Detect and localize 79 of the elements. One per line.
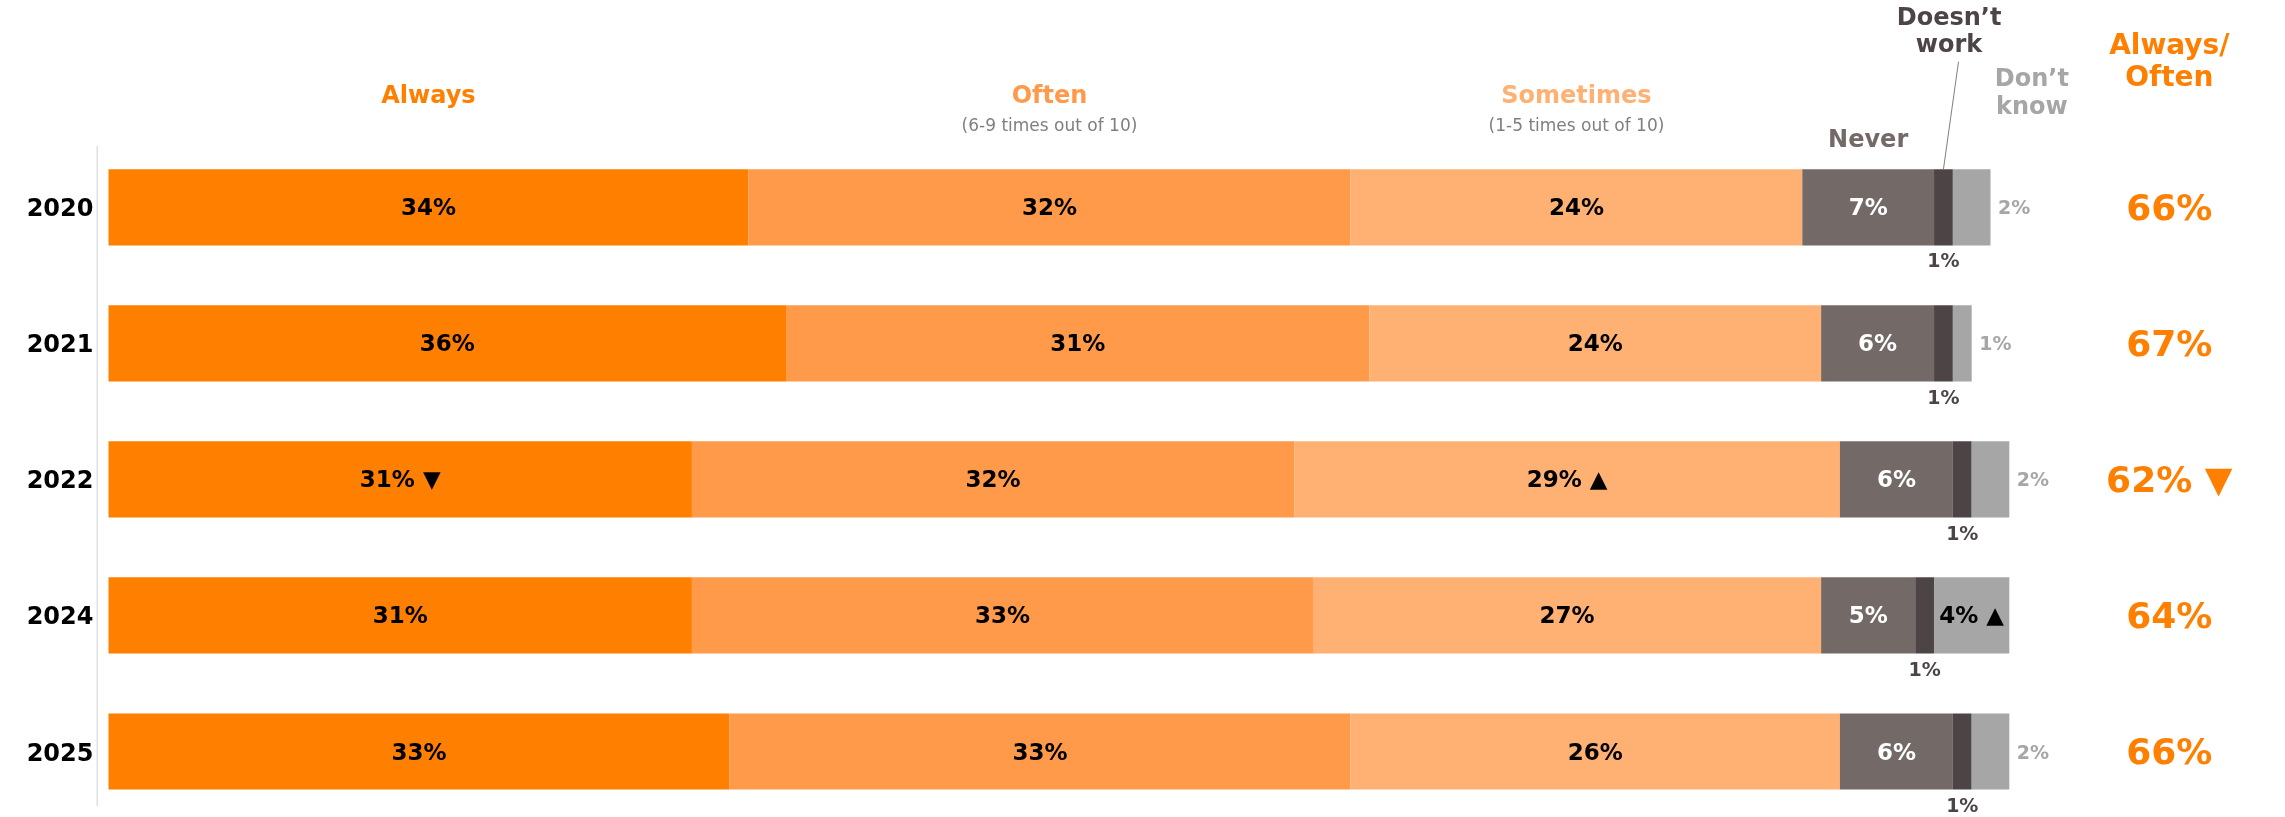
data-label: 5% <box>1848 602 1888 629</box>
text: 62% ▼ <box>2106 458 2233 500</box>
data-label: 31% <box>1050 330 1106 357</box>
y-tick-label: 2022 <box>26 466 94 495</box>
y-tick-label: 2021 <box>26 330 94 359</box>
data-label: 36% <box>419 330 475 357</box>
data-label: 1% <box>1979 332 2012 355</box>
text: Don’t know <box>1994 64 2069 120</box>
bar <box>108 441 692 518</box>
data-label: 32% <box>1021 194 1078 221</box>
bar <box>108 305 787 382</box>
bar <box>1294 441 1840 518</box>
bar <box>1915 577 1935 654</box>
data-label: 27% <box>1539 602 1595 629</box>
data-label: 31% ▼ <box>359 466 441 493</box>
bar <box>1934 169 1953 246</box>
bar <box>1971 713 2010 790</box>
data-label: 33% <box>1012 738 1068 765</box>
data-label: 1% <box>1908 657 1941 680</box>
text: Doesn’t work <box>1896 3 2002 59</box>
bar <box>1839 713 1953 790</box>
series-label: Never <box>1828 124 1909 153</box>
text: 66% <box>2126 731 2213 773</box>
data-label: 7% <box>1848 194 1888 221</box>
data-label: 6% <box>1876 738 1916 765</box>
data-label: 26% <box>1567 738 1623 765</box>
text: 64% <box>2126 594 2213 636</box>
bar <box>1952 441 1972 518</box>
bar <box>691 441 1295 518</box>
data-label: 2% <box>2016 468 2050 491</box>
text: (1-5 times out of 10) <box>1488 114 1665 135</box>
data-label: 6% <box>1876 466 1916 493</box>
bar <box>1934 577 2010 654</box>
data-label: 1% <box>1946 521 1979 544</box>
data-label: 33% <box>391 738 447 765</box>
data-label: 31% <box>372 602 428 629</box>
bar <box>1839 441 1953 518</box>
data-label: 29% ▲ <box>1526 466 1608 493</box>
data-label: 24% <box>1548 194 1604 221</box>
y-tick-label: 2025 <box>26 738 94 767</box>
text: Always <box>381 81 476 110</box>
text: Sometimes <box>1501 81 1652 110</box>
bar <box>1802 169 1935 246</box>
text: Always/ Often <box>2109 27 2231 94</box>
bar <box>691 577 1313 654</box>
data-label: 1% <box>1927 249 1960 272</box>
data-label: 2% <box>1998 196 2031 219</box>
bar <box>1369 305 1822 382</box>
y-tick-label: 2024 <box>26 602 94 631</box>
bar <box>108 713 730 790</box>
bar <box>108 169 749 246</box>
data-label: 4% ▲ <box>1939 602 2005 629</box>
bar <box>786 305 1370 382</box>
data-label: 33% <box>974 602 1030 629</box>
bar <box>1312 577 1822 654</box>
text: Often <box>1011 81 1088 110</box>
text: 67% <box>2126 322 2213 364</box>
bar <box>1971 441 2010 518</box>
bar <box>1821 305 1935 382</box>
text: (6-9 times out of 10) <box>961 114 1138 135</box>
data-label: 34% <box>400 194 456 221</box>
data-label: 1% <box>1946 793 1979 816</box>
data-label: 1% <box>1927 385 1960 408</box>
data-label: 6% <box>1858 330 1898 357</box>
bar <box>1350 169 1803 246</box>
data-label: 24% <box>1567 330 1623 357</box>
bar <box>1934 305 1953 382</box>
bar <box>1821 577 1916 654</box>
bar <box>1350 713 1840 790</box>
text: 66% <box>2126 186 2213 228</box>
data-label: 2% <box>2016 740 2050 763</box>
bar <box>729 713 1351 790</box>
bar <box>1952 713 1972 790</box>
bar <box>1952 305 1972 382</box>
bar <box>108 577 692 654</box>
bar <box>1952 169 1991 246</box>
bar <box>748 169 1351 246</box>
y-tick-label: 2020 <box>26 194 94 223</box>
data-label: 32% <box>965 466 1021 493</box>
